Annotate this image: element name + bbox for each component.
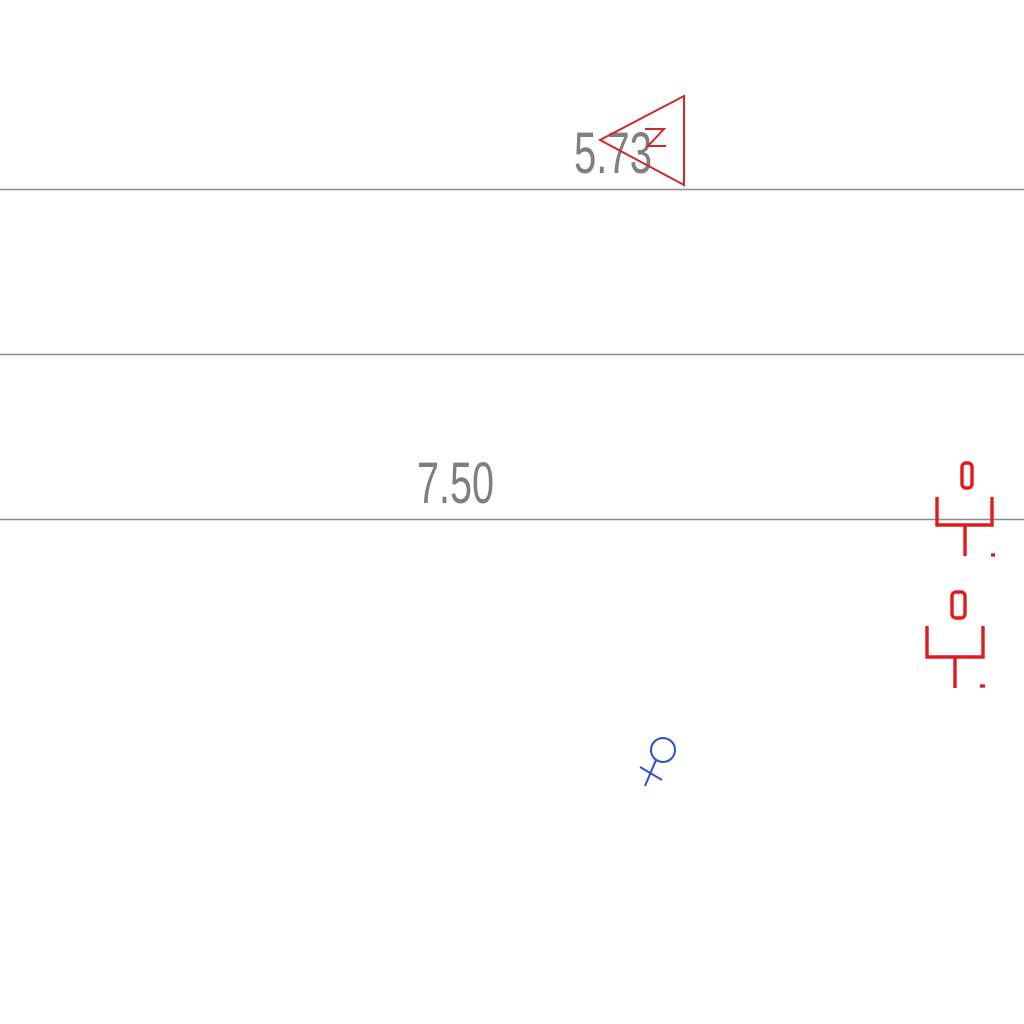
red-tee-marker-icon[interactable] [935, 461, 995, 557]
elevation-label-upper: 5.73 [574, 121, 652, 186]
red-tee-marker-icon[interactable] [925, 590, 985, 688]
blue-circle-cross-marker-icon[interactable] [639, 737, 676, 787]
north-arrow-triangle-icon[interactable] [597, 94, 685, 187]
elevation-label-lower: 7.50 [417, 451, 494, 516]
